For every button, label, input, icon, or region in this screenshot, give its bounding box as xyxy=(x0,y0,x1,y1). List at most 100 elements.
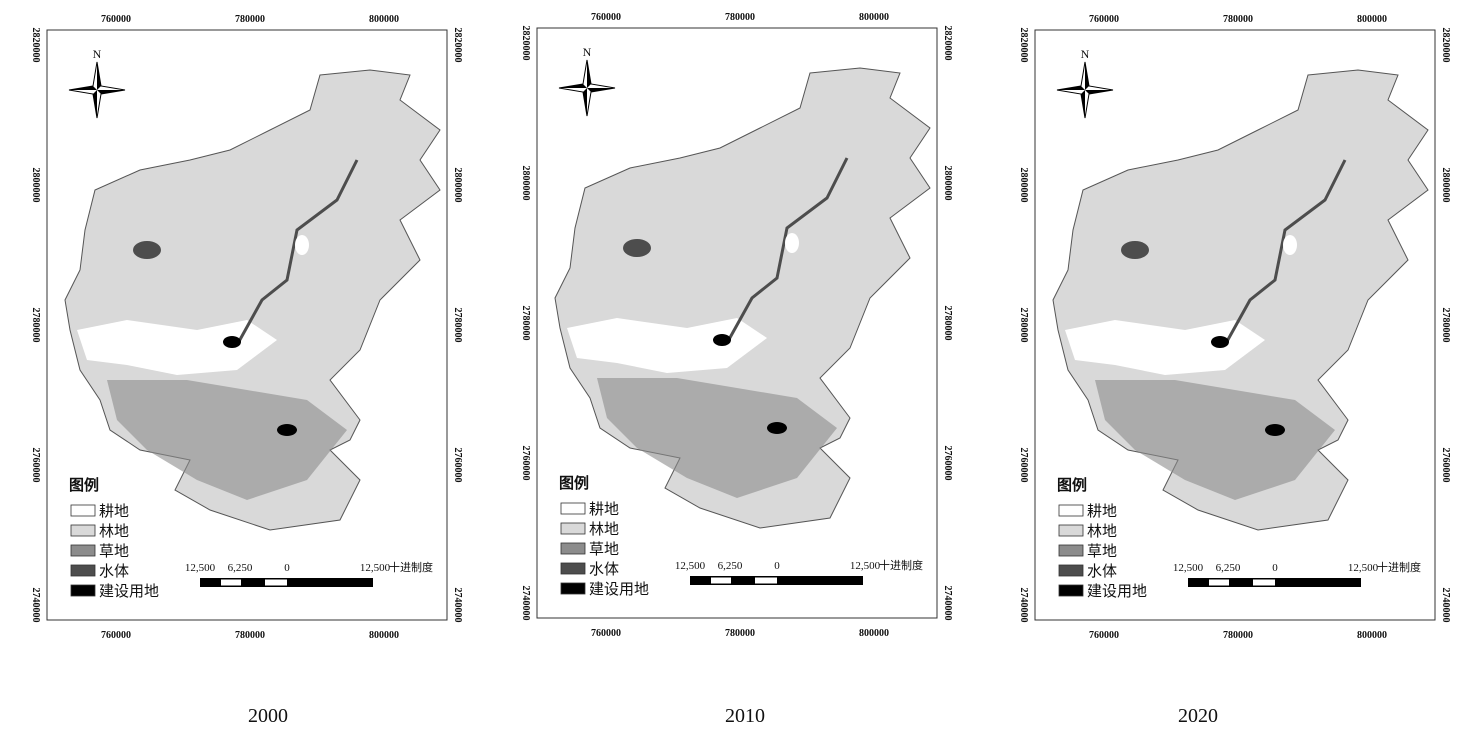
x-coordinate-label: 760000 xyxy=(101,14,131,25)
legend-swatch xyxy=(560,582,586,595)
y-coordinate-label: 2820000 xyxy=(1018,28,1029,63)
scale-unit: 十进制度 xyxy=(1377,560,1421,574)
legend-swatch xyxy=(70,524,96,537)
y-coordinate-label: 2760000 xyxy=(1018,448,1029,483)
grassland-area xyxy=(597,378,837,498)
y-coordinate-label: 2800000 xyxy=(942,166,953,201)
legend-label: 林地 xyxy=(99,523,129,540)
panel-caption: 2000 xyxy=(248,705,288,727)
y-coordinate-label: 2800000 xyxy=(1018,168,1029,203)
x-coordinate-label: 800000 xyxy=(369,14,399,25)
scale-bar-segment xyxy=(221,579,241,586)
scale-label: 6,250 xyxy=(718,560,743,572)
y-coordinate-label: 2740000 xyxy=(30,588,41,623)
y-coordinate-label: 2780000 xyxy=(1440,308,1451,343)
built-up xyxy=(295,235,309,255)
legend-label: 草地 xyxy=(589,541,619,558)
x-coordinate-label: 800000 xyxy=(1357,14,1387,25)
water-body xyxy=(1121,241,1149,259)
y-coordinate-label: 2760000 xyxy=(452,448,463,483)
legend-label: 林地 xyxy=(1087,523,1117,540)
x-coordinate-label: 800000 xyxy=(859,12,889,23)
legend-swatch xyxy=(560,522,586,535)
y-coordinate-label: 2820000 xyxy=(452,28,463,63)
cropland-area xyxy=(567,318,767,373)
legend-label: 建设用地 xyxy=(99,583,159,600)
legend-label: 水体 xyxy=(1087,563,1117,580)
scale-label: 0 xyxy=(284,562,290,574)
legend-title: 图例 xyxy=(559,474,589,492)
river xyxy=(235,159,359,346)
y-coordinate-label: 2780000 xyxy=(1018,308,1029,343)
y-coordinate-label: 2800000 xyxy=(1440,168,1451,203)
x-coordinate-label: 780000 xyxy=(1223,630,1253,641)
north-arrow-shade xyxy=(559,60,615,116)
scale-label: 0 xyxy=(774,560,780,572)
y-coordinate-label: 2760000 xyxy=(942,446,953,481)
built-up xyxy=(767,422,787,434)
scale-label: 12,500 xyxy=(185,562,216,574)
y-coordinate-label: 2760000 xyxy=(520,446,531,481)
y-coordinate-label: 2800000 xyxy=(520,166,531,201)
scale-bar-segment xyxy=(265,579,287,586)
legend-swatch xyxy=(1058,584,1084,597)
y-coordinate-label: 2820000 xyxy=(942,26,953,61)
legend-swatch xyxy=(1058,524,1084,537)
built-up xyxy=(1211,336,1229,348)
x-coordinate-label: 760000 xyxy=(591,628,621,639)
legend-label: 耕地 xyxy=(589,500,619,518)
x-coordinate-label: 760000 xyxy=(591,12,621,23)
map-panel: 760000 760000 780000 780000 800000 800000 2820… xyxy=(1018,14,1451,641)
scale-label: 6,250 xyxy=(1216,562,1241,574)
grassland-area xyxy=(1095,380,1335,500)
built-up xyxy=(713,334,731,346)
scale-label: 12,500 xyxy=(850,560,881,572)
y-coordinate-label: 2740000 xyxy=(452,588,463,623)
scale-label: 12,500 xyxy=(360,562,391,574)
y-coordinate-label: 2760000 xyxy=(1440,448,1451,483)
y-coordinate-label: 2740000 xyxy=(1440,588,1451,623)
scale-bar-segment xyxy=(1209,579,1229,586)
scale-label: 12,500 xyxy=(675,560,706,572)
x-coordinate-label: 760000 xyxy=(1089,630,1119,641)
legend-swatch xyxy=(1058,504,1084,517)
legend-label: 耕地 xyxy=(1087,502,1117,520)
scale-unit: 十进制度 xyxy=(879,558,923,572)
north-label: N xyxy=(1081,47,1090,61)
legend-label: 草地 xyxy=(99,543,129,560)
map-panel: 760000 760000 780000 780000 800000 800000 2820… xyxy=(30,14,463,641)
built-up xyxy=(785,233,799,253)
legend-label: 建设用地 xyxy=(589,581,649,598)
y-coordinate-label: 2820000 xyxy=(1440,28,1451,63)
x-coordinate-label: 780000 xyxy=(235,14,265,25)
legend-swatch xyxy=(70,584,96,597)
x-coordinate-label: 780000 xyxy=(235,630,265,641)
legend-swatch xyxy=(1058,564,1084,577)
legend-swatch xyxy=(70,504,96,517)
y-coordinate-label: 2760000 xyxy=(30,448,41,483)
legend-swatch xyxy=(70,544,96,557)
panel-caption: 2010 xyxy=(725,705,765,727)
y-coordinate-label: 2820000 xyxy=(520,26,531,61)
legend-swatch xyxy=(560,562,586,575)
legend-label: 水体 xyxy=(99,563,129,580)
north-label: N xyxy=(93,47,102,61)
legend-label: 耕地 xyxy=(99,502,129,520)
scale-bar-segment xyxy=(755,577,777,584)
y-coordinate-label: 2780000 xyxy=(520,306,531,341)
y-coordinate-label: 2740000 xyxy=(520,586,531,621)
scale-label: 6,250 xyxy=(228,562,253,574)
y-coordinate-label: 2780000 xyxy=(452,308,463,343)
y-coordinate-label: 2800000 xyxy=(452,168,463,203)
y-coordinate-label: 2800000 xyxy=(30,168,41,203)
x-coordinate-label: 780000 xyxy=(1223,14,1253,25)
grassland-area xyxy=(107,380,347,500)
legend-title: 图例 xyxy=(69,476,99,494)
y-coordinate-label: 2740000 xyxy=(942,586,953,621)
water-body xyxy=(623,239,651,257)
x-coordinate-label: 800000 xyxy=(859,628,889,639)
x-coordinate-label: 780000 xyxy=(725,628,755,639)
north-label: N xyxy=(583,45,592,59)
scale-label: 12,500 xyxy=(1348,562,1379,574)
